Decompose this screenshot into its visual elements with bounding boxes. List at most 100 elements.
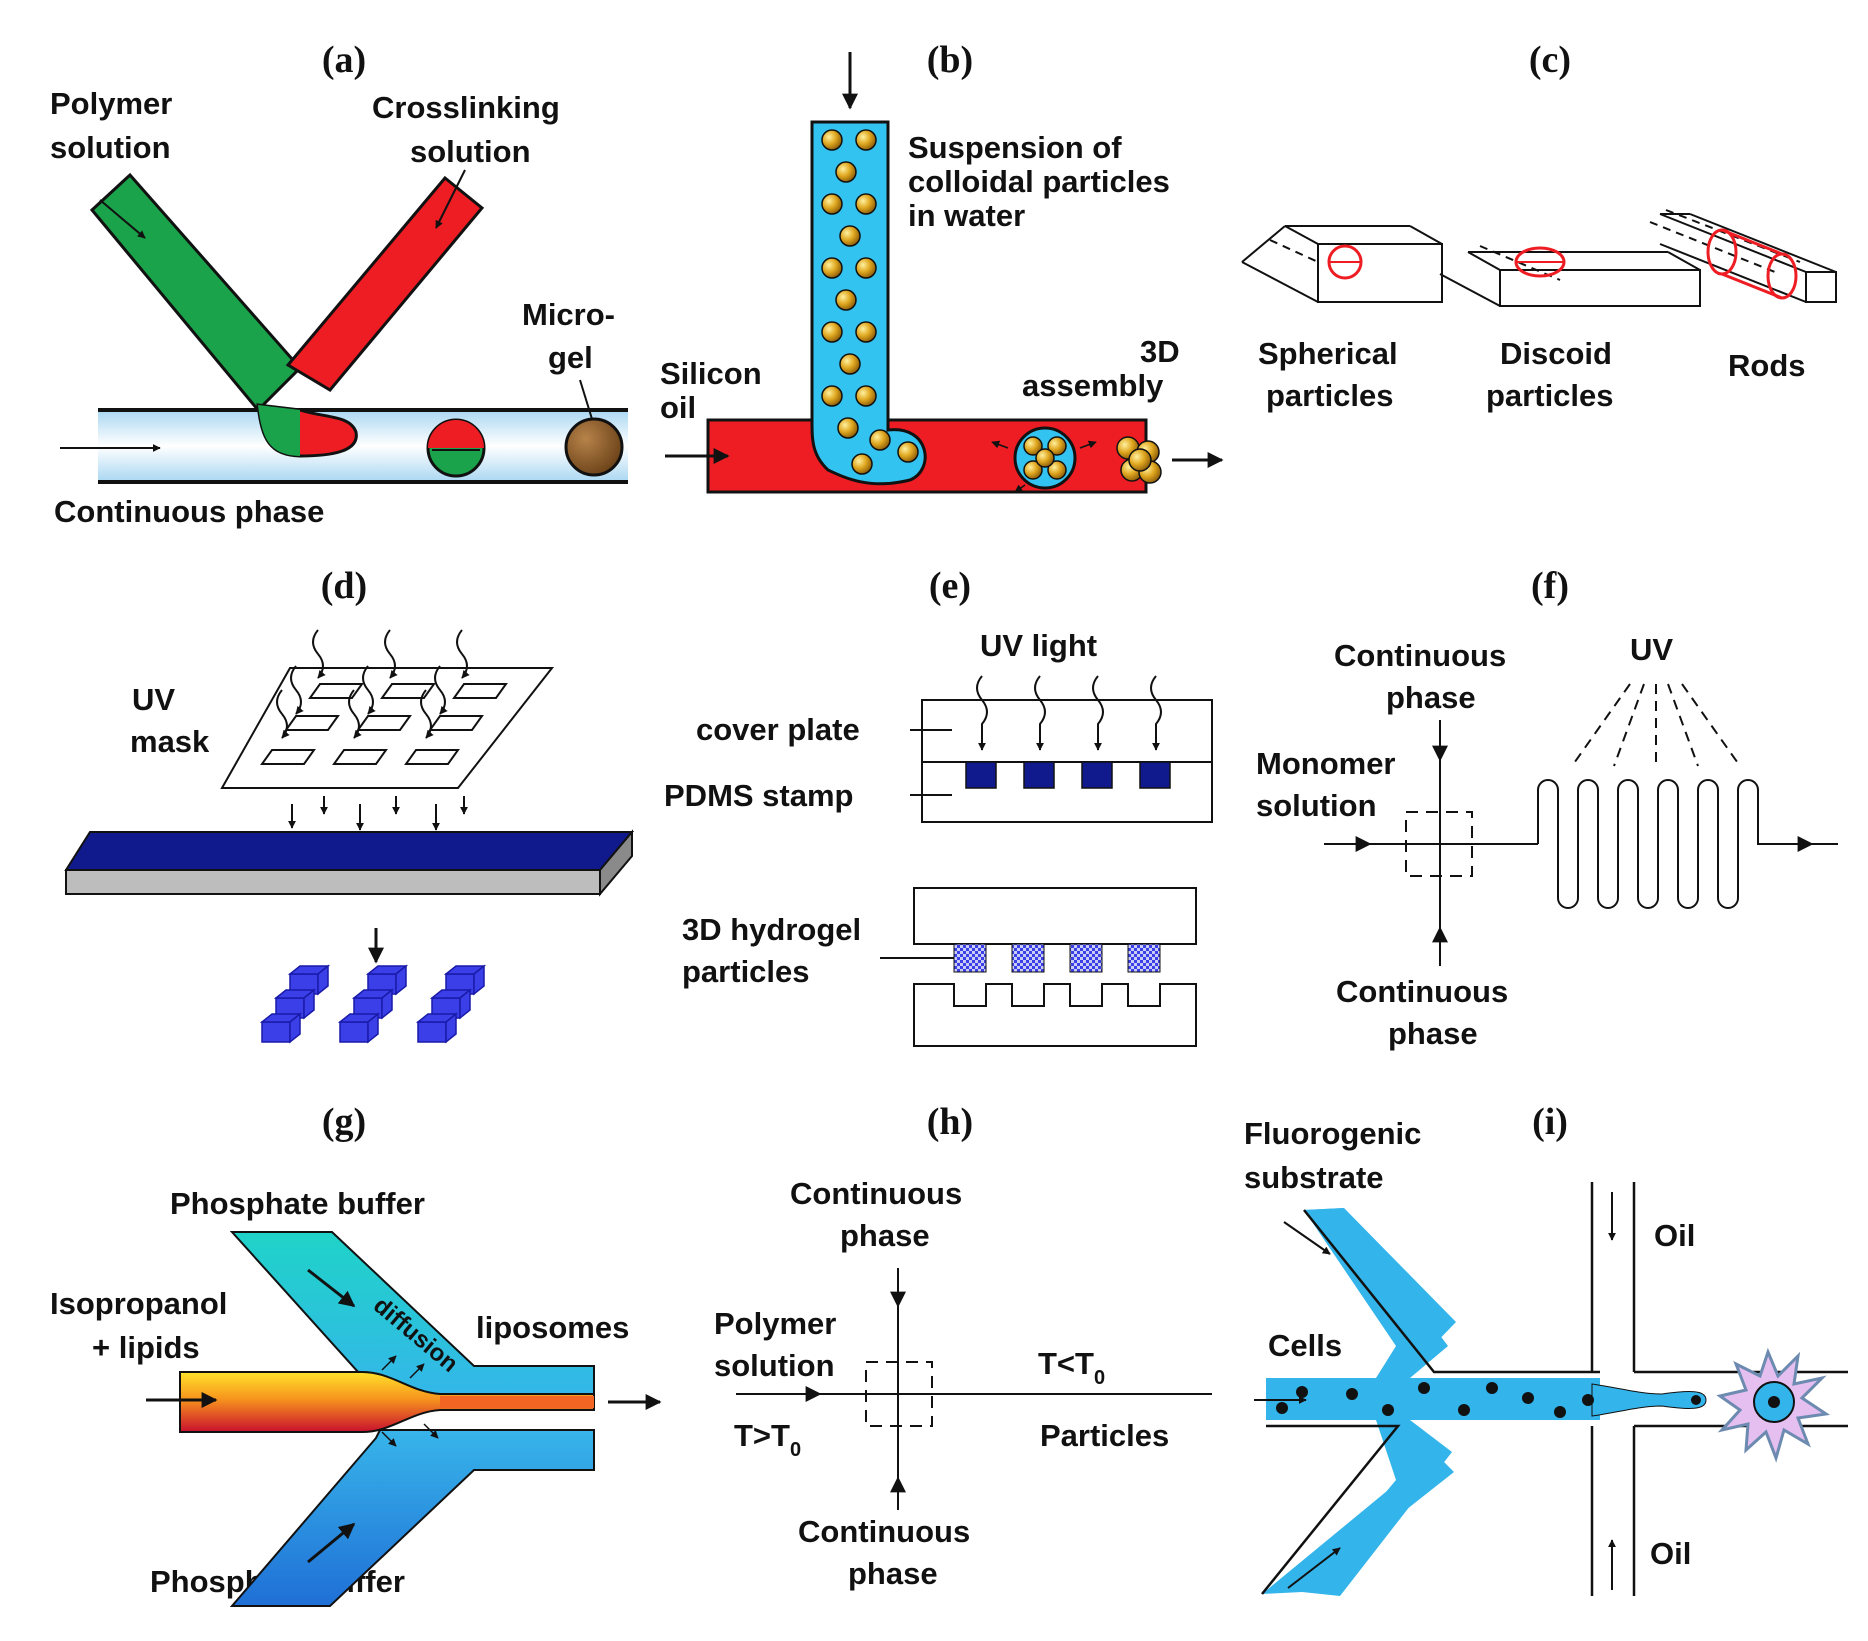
oil-bottom-label: Oil: [1650, 1536, 1691, 1571]
microgel-label-1: Micro-: [522, 297, 615, 332]
cells: [1276, 1382, 1594, 1418]
rods-label: Rods: [1728, 348, 1806, 383]
buffer-bottom-flow-arrow: [307, 1522, 356, 1564]
buffer-top-label: Phosphate buffer: [170, 1186, 425, 1221]
mask-windows: [260, 683, 508, 765]
crosslinker-flow-arrow: [435, 169, 466, 229]
fluorogenic-label-2: substrate: [1244, 1160, 1384, 1195]
continuous-phase-label: Continuous phase: [54, 494, 324, 529]
buffer-bottom-arm: [229, 1429, 595, 1607]
discoid-label-2: particles: [1486, 378, 1614, 413]
upper-plate: [913, 887, 1197, 945]
uv-beams-f: [1571, 683, 1741, 767]
t-greater-label: T>T0: [734, 1418, 801, 1461]
panel-label-a: (a): [322, 39, 366, 81]
silicon-oil-channel: [706, 418, 1148, 494]
suspension-label-1: Suspension of: [908, 130, 1122, 165]
h-cont-top-label-1: Continuous: [790, 1176, 962, 1211]
spherical-channel: [1241, 225, 1443, 303]
t-less-label: T<T0: [1038, 1346, 1105, 1389]
cont-top-label-1: Continuous: [1334, 638, 1506, 673]
forming-droplet: [1591, 1383, 1707, 1417]
continuous-phase-channel: [98, 410, 628, 482]
panel-a: (a) Polymer solution Crosslinking soluti…: [50, 39, 628, 529]
assembly-label-2: assembly: [1022, 368, 1164, 403]
spherical-label-2: particles: [1266, 378, 1394, 413]
pdms-stamp-label: PDMS stamp: [664, 778, 853, 813]
assembled-cluster: [1116, 436, 1162, 484]
h-junction-box: [865, 1361, 933, 1427]
uv-mask-label-1: UV: [132, 682, 175, 717]
panel-label-e: (e): [929, 565, 971, 607]
h-particles-label: Particles: [1040, 1418, 1169, 1453]
substrate-inflow-arrow: [1283, 1221, 1331, 1255]
panel-label-b: (b): [927, 39, 973, 81]
spherical-label-1: Spherical: [1258, 336, 1398, 371]
h-cont-bottom-label-2: phase: [848, 1556, 938, 1591]
panel-c: (c): [1241, 39, 1837, 413]
rods-channel: [1649, 209, 1837, 303]
photoresist-slab: [64, 831, 635, 871]
panel-label-h: (h): [927, 1101, 973, 1143]
panel-b: (b): [660, 39, 1224, 494]
discoid-label-1: Discoid: [1500, 336, 1612, 371]
buffer-top-flow-arrow: [307, 1268, 356, 1308]
serpentine-channel: [1537, 779, 1838, 909]
uv-light-label: UV light: [980, 628, 1097, 663]
panel-f: (f) Continuous phase UV Monomer solution…: [1256, 565, 1838, 1051]
cont-bottom-label-2: phase: [1388, 1016, 1478, 1051]
microgel-particle: [564, 417, 624, 477]
silicon-oil-label-1: Silicon: [660, 356, 762, 391]
assembly-label-1: 3D: [1140, 334, 1180, 369]
cont-top-label-2: phase: [1386, 680, 1476, 715]
uv-mask-label-2: mask: [130, 724, 210, 759]
isopropanol-label-1: Isopropanol: [50, 1286, 227, 1321]
panel-label-c: (c): [1529, 39, 1571, 81]
lower-inflow-arrow: [1287, 1547, 1341, 1589]
panel-label-g: (g): [322, 1101, 366, 1143]
panel-d: (d): [64, 565, 635, 1044]
h-cont-bottom-label-1: Continuous: [798, 1514, 970, 1549]
polymer-flow-arrow: [99, 199, 146, 239]
colloidal-particles: [821, 129, 919, 475]
crosslinking-solution-label-1: Crosslinking: [372, 90, 560, 125]
panel-label-f: (f): [1531, 565, 1569, 607]
fluorogenic-label-1: Fluorogenic: [1244, 1116, 1421, 1151]
microgel-label-2: gel: [548, 340, 593, 375]
cont-bottom-label-1: Continuous: [1336, 974, 1508, 1009]
hydrogel-particles: [953, 943, 1161, 973]
polymer-inlet-arm: [89, 172, 303, 413]
panel-e: (e) UV light cover plate PDMS stamp: [664, 565, 1213, 1047]
h-polymer-label-1: Polymer: [714, 1306, 836, 1341]
panel-label-i: (i): [1532, 1101, 1568, 1143]
microgel-pointer: [579, 379, 593, 420]
suspension-label-3: in water: [908, 198, 1025, 233]
hydrogel-label-2: particles: [682, 954, 810, 989]
panel-h: (h) Continuous phase Polymer solution T<…: [714, 1101, 1212, 1591]
pdms-wells: [965, 761, 1171, 789]
lower-stamp: [913, 983, 1197, 1047]
hydrogel-cubes: [259, 964, 487, 1044]
suspension-label-2: colloidal particles: [908, 164, 1170, 199]
crosslinking-solution-label-2: solution: [410, 134, 531, 169]
h-cont-top-label-2: phase: [840, 1218, 930, 1253]
uv-rays-e: [976, 675, 1162, 751]
panel-label-d: (d): [321, 565, 367, 607]
cells-label: Cells: [1268, 1328, 1342, 1363]
silicon-oil-label-2: oil: [660, 390, 696, 425]
uv-rays: [276, 629, 470, 739]
liposomes-label: liposomes: [476, 1310, 629, 1345]
panel-i: (i) Fluorogenic substrate Oil Cells Oil: [1244, 1101, 1848, 1596]
transmitted-uv-arrows: [288, 796, 468, 831]
isopropanol-label-2: + lipids: [92, 1330, 200, 1365]
panel-g: (g) Phosphate buffer Isopropanol + lipid…: [50, 1101, 662, 1607]
crosslinking-inlet-arm: [285, 175, 485, 392]
polymer-solution-label-1: Polymer: [50, 86, 172, 121]
monomer-label-1: Monomer: [1256, 746, 1396, 781]
cover-plate-label: cover plate: [696, 712, 860, 747]
polymer-solution-label-2: solution: [50, 130, 171, 165]
monomer-label-2: solution: [1256, 788, 1377, 823]
oil-top-label: Oil: [1654, 1218, 1695, 1253]
f-junction-box: [1405, 811, 1473, 877]
